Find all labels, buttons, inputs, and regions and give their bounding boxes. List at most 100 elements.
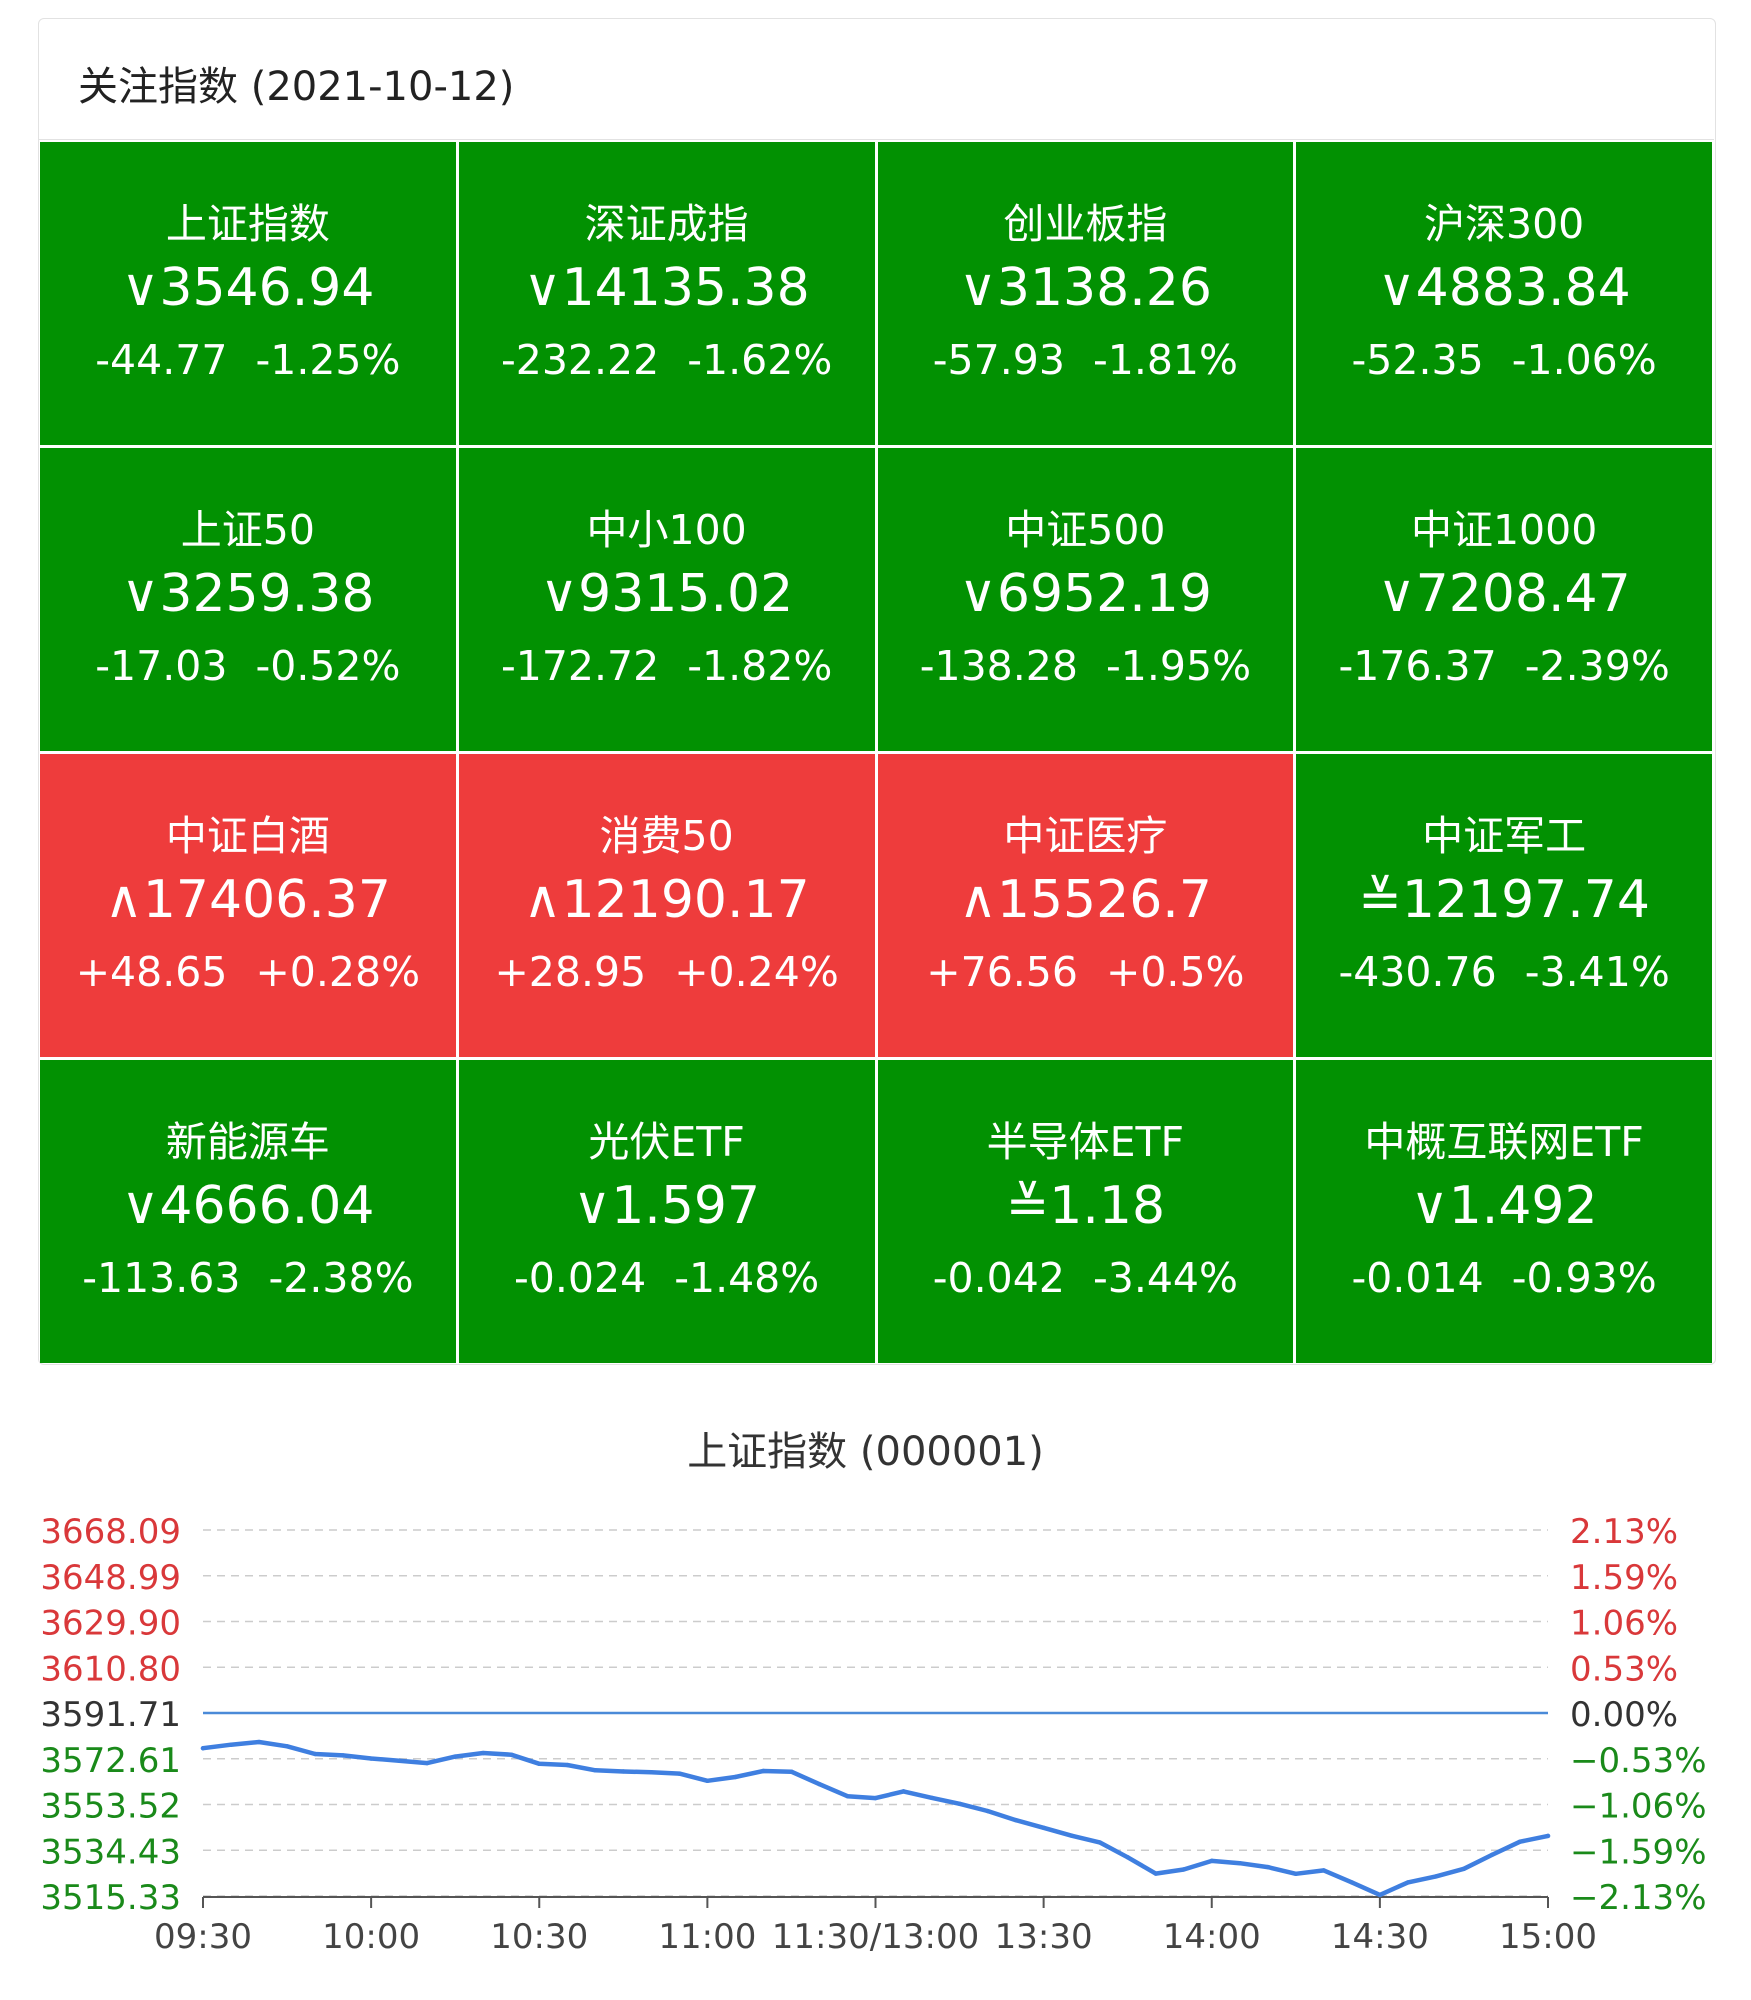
price-point (1069, 1833, 1074, 1838)
price-point (1489, 1852, 1495, 1858)
index-tile[interactable]: 中证500 ∨6952.19 -138.28 -1.95% (877, 448, 1294, 751)
right-axis-tick-label: −0.53% (1570, 1741, 1707, 1781)
index-price: ∨1.597 (459, 1176, 875, 1236)
index-change: -52.35 -1.06% (1296, 336, 1712, 384)
index-tile[interactable]: 创业板指 ∨3138.26 -57.93 -1.81% (877, 142, 1294, 445)
index-tile[interactable]: 中证1000 ∨7208.47 -176.37 -2.39% (1296, 448, 1712, 751)
price-point (1349, 1880, 1355, 1885)
price-point (1377, 1892, 1383, 1898)
index-tile[interactable]: 中证白酒 ∧17406.37 +48.65 +0.28% (40, 754, 456, 1057)
index-price: ∨9315.02 (459, 564, 875, 624)
index-price: ∨3546.94 (40, 258, 456, 318)
index-change-percent: -1.62% (687, 336, 833, 384)
price-point (1321, 1868, 1327, 1873)
price-point (705, 1778, 710, 1784)
index-price-value: 3259.38 (159, 564, 375, 624)
index-change-value: -0.014 (1351, 1254, 1484, 1302)
price-point (761, 1768, 766, 1774)
price-point (1097, 1840, 1102, 1845)
index-change-percent: -1.82% (687, 642, 833, 690)
trend-arrow-icon: ≚ (1358, 870, 1402, 930)
index-change: -0.014 -0.93% (1296, 1254, 1712, 1302)
price-point (200, 1746, 206, 1751)
price-point (1209, 1858, 1214, 1864)
price-point (789, 1769, 794, 1774)
index-price: ∨4666.04 (40, 1176, 456, 1236)
price-point (733, 1774, 738, 1780)
index-name: 中证医疗 (1003, 812, 1168, 860)
price-point (396, 1758, 402, 1763)
index-change-percent: -0.52% (255, 642, 401, 690)
index-tile[interactable]: 中证医疗 ∧15526.7 +76.56 +0.5% (877, 754, 1294, 1057)
index-tile[interactable]: 中概互联网ETF ∨1.492 -0.014 -0.93% (1296, 1060, 1712, 1363)
price-point (677, 1771, 682, 1776)
index-price-value: 1.492 (1448, 1176, 1598, 1236)
index-name: 半导体ETF (986, 1118, 1185, 1166)
index-tile[interactable]: 消费50 ∧12190.17 +28.95 +0.24% (458, 754, 875, 1057)
index-change: -0.024 -1.48% (459, 1254, 875, 1302)
index-tile[interactable]: 上证指数 ∨3546.94 -44.77 -1.25% (40, 142, 456, 445)
index-change-percent: -1.95% (1105, 642, 1252, 690)
index-name: 中证500 (1005, 506, 1166, 554)
index-tile[interactable]: 中证军工 ≚12197.74 -430.76 -3.41% (1296, 754, 1712, 1057)
index-change: +28.95 +0.24% (459, 948, 875, 996)
index-change: -430.76 -3.41% (1296, 948, 1712, 996)
trend-arrow-icon: ∨ (121, 258, 160, 318)
trend-arrow-icon: ∧ (958, 870, 997, 930)
index-tile[interactable]: 光伏ETF ∨1.597 -0.024 -1.48% (458, 1060, 875, 1363)
price-point (1405, 1880, 1411, 1885)
trend-arrow-icon: ∨ (121, 564, 160, 624)
price-point (565, 1762, 570, 1768)
index-change-value: -232.22 (500, 336, 660, 384)
index-price: ∨14135.38 (459, 258, 875, 318)
price-point (1237, 1861, 1242, 1866)
price-point (985, 1808, 990, 1814)
index-price: ∨1.492 (1296, 1176, 1712, 1236)
index-name: 中证1000 (1410, 506, 1598, 554)
index-change-value: -0.042 (932, 1254, 1065, 1302)
index-price-value: 4666.04 (159, 1176, 375, 1236)
index-tile[interactable]: 沪深300 ∨4883.84 -52.35 -1.06% (1296, 142, 1712, 445)
index-change-percent: -1.81% (1092, 336, 1238, 384)
price-point (368, 1756, 374, 1761)
price-point (340, 1753, 346, 1758)
price-point (817, 1781, 822, 1787)
price-point (929, 1795, 934, 1801)
index-change-percent: -3.44% (1092, 1254, 1238, 1302)
index-change-percent: -1.48% (674, 1254, 820, 1302)
index-tile[interactable]: 中小100 ∨9315.02 -172.72 -1.82% (458, 448, 875, 751)
index-change-value: -113.63 (82, 1254, 241, 1302)
index-name: 新能源车 (165, 1118, 330, 1166)
index-change-value: +76.56 (926, 948, 1078, 996)
index-tile[interactable]: 深证成指 ∨14135.38 -232.22 -1.62% (458, 142, 875, 445)
index-price-value: 1.18 (1049, 1176, 1166, 1236)
price-point (284, 1744, 290, 1749)
trend-arrow-icon: ≚ (1005, 1176, 1050, 1236)
index-change: +48.65 +0.28% (40, 948, 456, 996)
index-price-value: 17406.37 (142, 870, 391, 930)
index-tile[interactable]: 上证50 ∨3259.38 -17.03 -0.52% (40, 448, 456, 751)
index-change: -172.72 -1.82% (459, 642, 875, 690)
price-point (1433, 1874, 1439, 1879)
index-name: 沪深300 (1423, 200, 1585, 248)
price-point (537, 1761, 542, 1767)
index-price-value: 12190.17 (561, 870, 810, 930)
x-axis-tick-label: 13:30 (995, 1917, 1093, 1957)
trend-arrow-icon: ∨ (1377, 564, 1416, 624)
index-change-percent: +0.28% (255, 948, 421, 996)
index-change-value: -172.72 (500, 642, 660, 690)
index-change-value: -176.37 (1338, 642, 1497, 690)
right-axis-tick-label: 1.06% (1570, 1604, 1678, 1644)
trend-arrow-icon: ∨ (1410, 1176, 1449, 1236)
panel-title: 关注指数 (2021-10-12) (78, 64, 515, 110)
index-change: -113.63 -2.38% (40, 1254, 456, 1302)
price-point (1517, 1839, 1523, 1844)
index-change-value: -430.76 (1338, 948, 1497, 996)
trend-arrow-icon: ∧ (523, 870, 562, 930)
index-name: 创业板指 (1003, 200, 1168, 248)
price-point (1461, 1866, 1467, 1871)
index-tile[interactable]: 半导体ETF ≚1.18 -0.042 -3.44% (877, 1060, 1294, 1363)
index-tile[interactable]: 新能源车 ∨4666.04 -113.63 -2.38% (40, 1060, 456, 1363)
index-change-value: +28.95 (494, 948, 647, 996)
index-name: 中证军工 (1422, 812, 1587, 860)
